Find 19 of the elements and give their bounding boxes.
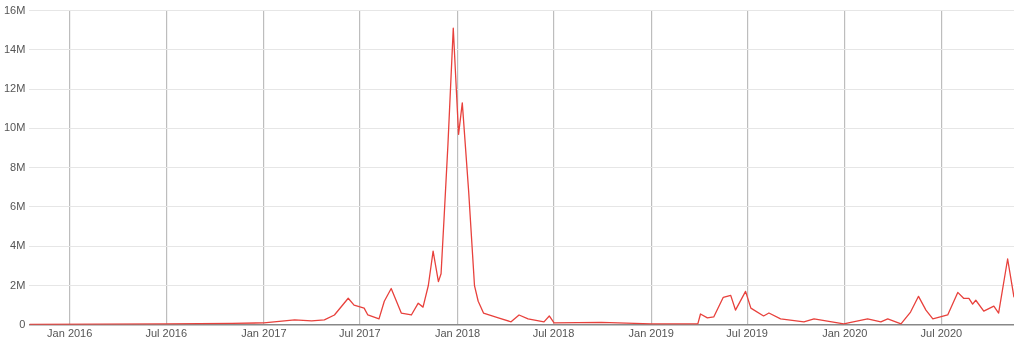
y-tick-label: 10M — [3, 121, 26, 134]
x-tick-label: Jan 2018 — [434, 327, 481, 340]
x-tick-label: Jul 2017 — [339, 327, 381, 340]
y-tick-label: 8M — [10, 160, 26, 173]
y-tick-label: 6M — [10, 200, 26, 213]
y-tick-label: 2M — [10, 278, 26, 291]
x-tick-label: Jul 2020 — [920, 327, 963, 340]
y-tick-label: 4M — [10, 239, 26, 252]
x-tick-label: Jan 2019 — [628, 327, 674, 340]
y-tick-label: 16M — [3, 3, 26, 16]
x-tick-label: Jan 2017 — [241, 327, 287, 340]
y-tick-label: 14M — [3, 42, 26, 55]
x-tick-label: Jul 2018 — [532, 327, 575, 340]
y-tick-label: 12M — [3, 82, 26, 95]
x-tick-label: Jul 2019 — [726, 327, 768, 340]
x-tick-label: Jan 2016 — [47, 327, 93, 340]
y-tick-label: 0 — [19, 317, 26, 330]
x-tick-label: Jul 2016 — [145, 327, 188, 340]
x-tick-label: Jan 2020 — [822, 327, 868, 340]
